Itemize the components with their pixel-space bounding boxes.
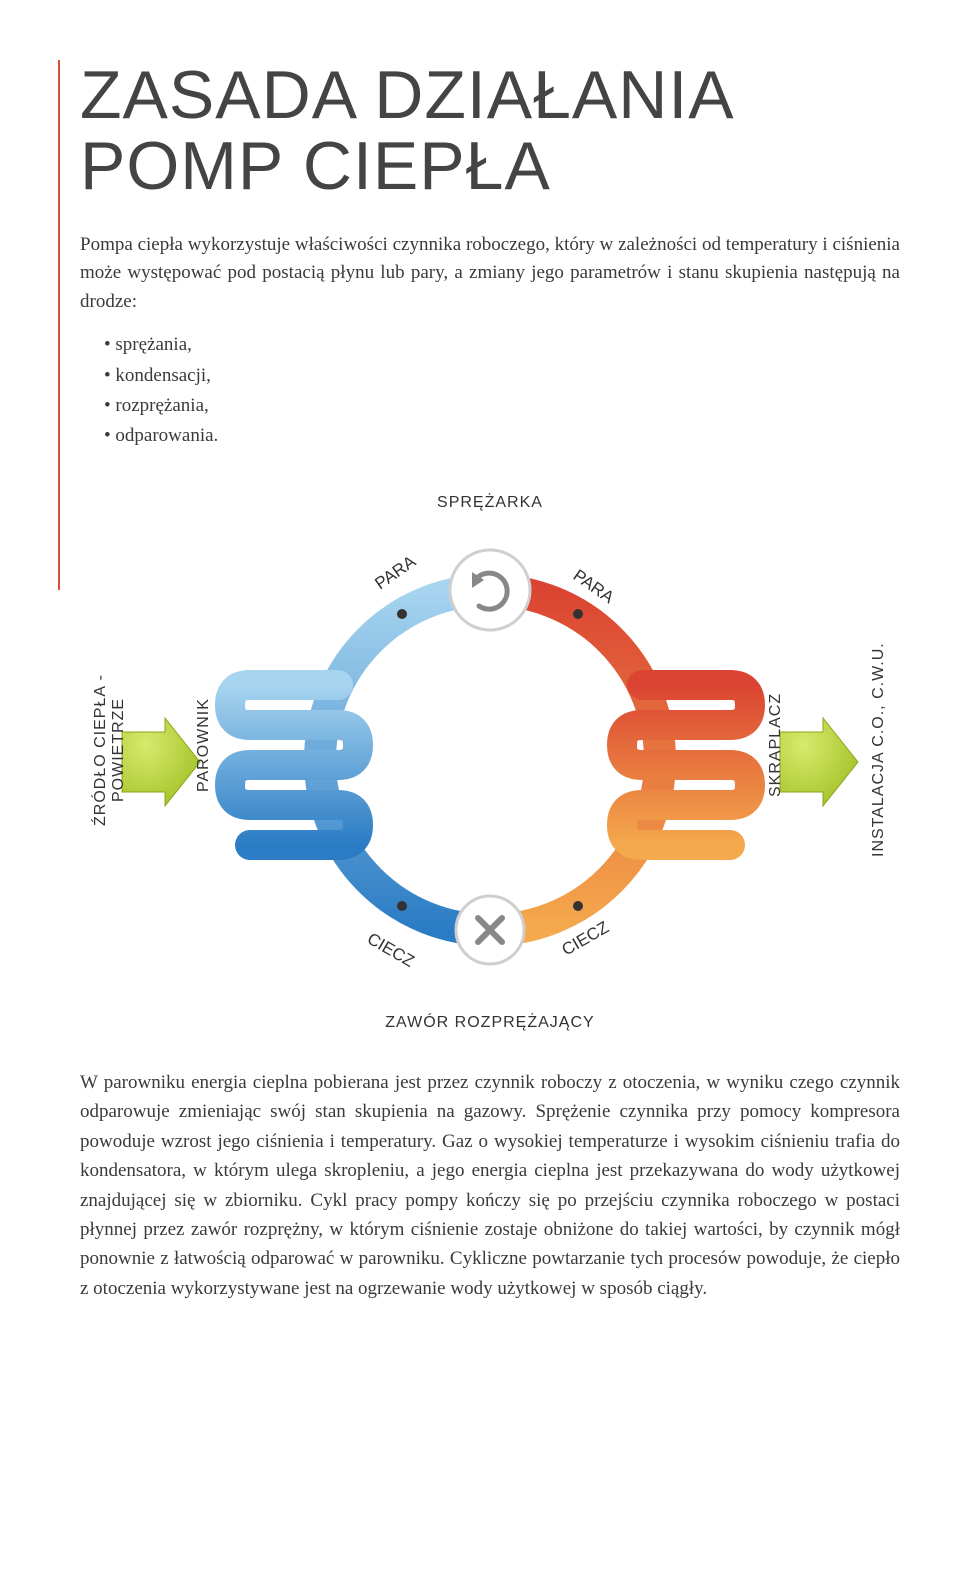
evaporator-label: PAROWNIK [195,670,213,820]
bullet-item: odparowania. [104,421,900,451]
state-dot [397,901,407,911]
title-line-2: POMP CIEPŁA [80,128,551,204]
condenser-label: SKRAPLACZ [767,670,785,820]
compressor-label: SPRĘŻARKA [80,494,900,512]
heat-source-label: ŹRÓDŁO CIEPŁA - POWIETRZE [92,630,128,870]
expansion-valve-label: ZAWÓR ROZPRĘŻAJĄCY [80,1014,900,1032]
compressor-icon [450,550,530,630]
bullet-item: kondensacji, [104,361,900,391]
installation-label: INSTALACJA C.O., C.W.U. [870,630,888,870]
body-paragraph: W parowniku energia cieplna pobierana je… [80,1068,900,1304]
state-dot [573,901,583,911]
bullet-list: sprężania, kondensacji, rozprężania, odp… [80,330,900,452]
accent-line [58,60,60,590]
page-title: ZASADA DZIAŁANIA POMP CIEPŁA [80,60,900,203]
heat-pump-diagram: SPRĘŻARKA ZAWÓR ROZPRĘŻAJĄCY ŹRÓDŁO CIEP… [80,480,900,1040]
state-label-bl: CIECZ [364,929,418,971]
state-dot [573,609,583,619]
arrow-out-icon [780,718,858,806]
state-dot [397,609,407,619]
arrow-in-icon [122,718,200,806]
bullet-item: rozprężania, [104,391,900,421]
state-label-tl: PARA [371,551,419,593]
bullet-item: sprężania, [104,330,900,360]
title-line-1: ZASADA DZIAŁANIA [80,57,735,133]
intro-paragraph: Pompa ciepła wykorzystuje właściwości cz… [80,231,900,317]
